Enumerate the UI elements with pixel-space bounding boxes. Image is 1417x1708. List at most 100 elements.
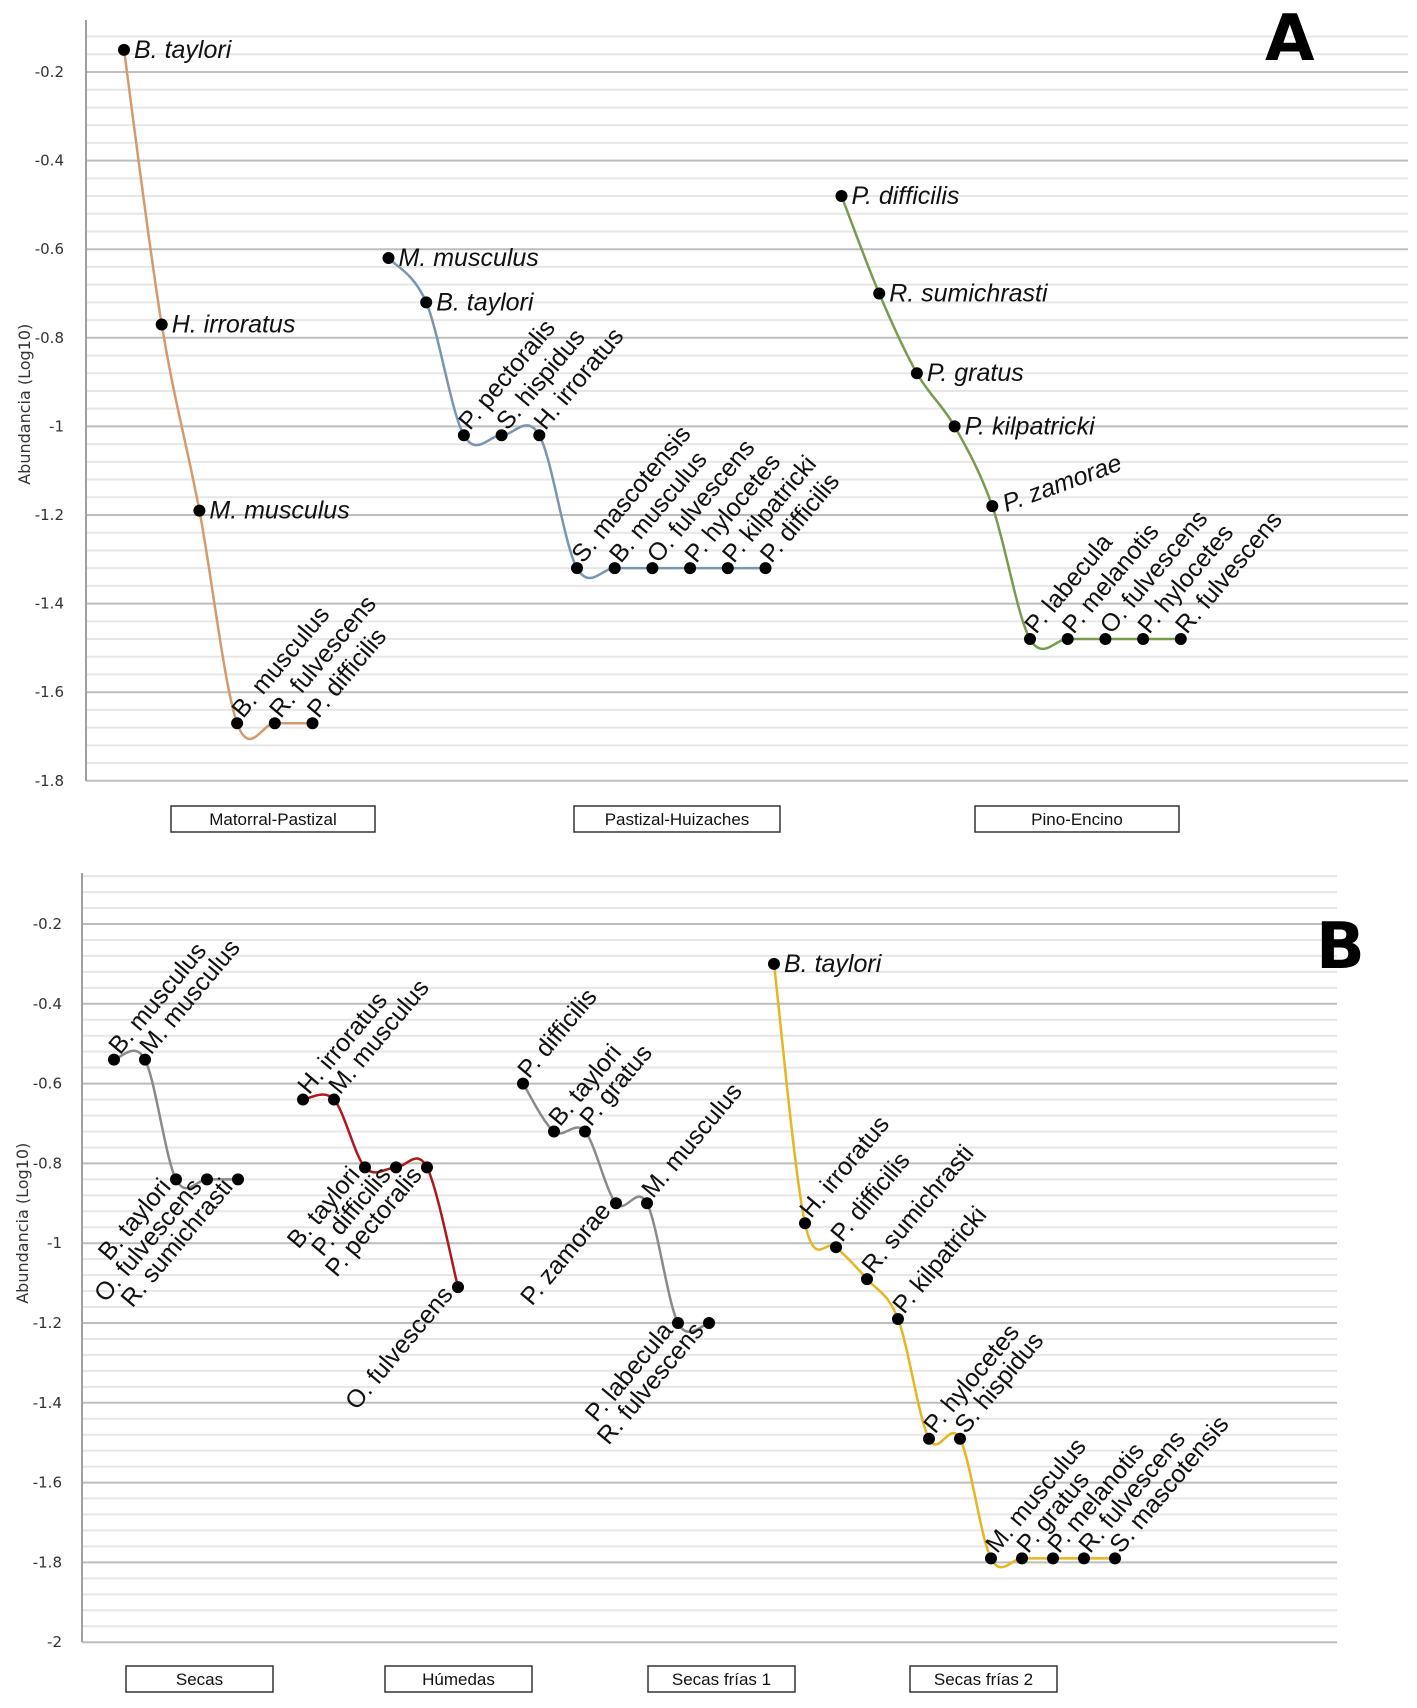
- data-point: [610, 1197, 622, 1210]
- category-box: [909, 1665, 1058, 1693]
- data-point: [268, 717, 281, 730]
- data-point: [297, 1093, 309, 1106]
- data-point: [954, 1432, 966, 1445]
- category-label: Matorral-Pastizal: [209, 810, 337, 829]
- category-box: [573, 805, 781, 833]
- data-point: [1109, 1552, 1121, 1565]
- y-tick-label: -1.4: [33, 1394, 62, 1412]
- data-point: [985, 1552, 997, 1565]
- data-point: [672, 1317, 684, 1329]
- data-point: [608, 562, 621, 575]
- data-point: [703, 1317, 715, 1329]
- category-box: [974, 805, 1180, 833]
- data-point: [579, 1125, 591, 1138]
- category-box: [384, 1665, 533, 1693]
- species-label: M. musculus: [399, 244, 539, 272]
- y-tick-label: -2: [47, 1633, 62, 1651]
- series-line: [840, 195, 1181, 651]
- data-point: [799, 1217, 811, 1230]
- species-label: P. gratus: [927, 359, 1024, 387]
- data-point: [359, 1161, 371, 1174]
- data-point: [923, 1432, 935, 1445]
- data-point: [1047, 1552, 1059, 1565]
- data-point: [830, 1241, 842, 1254]
- data-point: [861, 1273, 873, 1286]
- y-axis-label: Abundancia (Log10): [13, 1143, 32, 1304]
- category-box: [125, 1665, 274, 1693]
- y-tick-label: -1.2: [33, 1314, 62, 1332]
- data-point: [108, 1053, 120, 1066]
- category-label: Pino-Encino: [1031, 810, 1123, 829]
- data-point: [721, 562, 734, 575]
- panel-a: -0.2 -0.4 -0.6 -0.8 -1 -1.2 -1.4 -1.6 -1.8 Abunda…: [15, 2, 1408, 833]
- data-point: [420, 296, 433, 309]
- data-point: [646, 562, 659, 575]
- data-point: [517, 1077, 529, 1090]
- y-tick-label: -0.8: [33, 1154, 62, 1172]
- y-tick-label: -1.4: [35, 595, 64, 613]
- data-point: [306, 717, 319, 730]
- data-point: [759, 562, 772, 575]
- data-point: [457, 429, 470, 442]
- species-label: P. kilpatricki: [965, 412, 1097, 440]
- data-point: [533, 429, 546, 442]
- data-point: [1016, 1552, 1028, 1565]
- data-point: [892, 1313, 904, 1326]
- species-label: M. musculus: [209, 497, 349, 525]
- y-tick-label: -1.8: [33, 1553, 62, 1571]
- data-point: [910, 367, 923, 380]
- data-point: [1137, 633, 1150, 646]
- species-label: O. fulvescens: [340, 1281, 459, 1415]
- panel-label: B: [1316, 910, 1365, 984]
- category-label: Secas: [176, 1670, 223, 1689]
- data-point: [1174, 633, 1187, 646]
- y-tick-label: -1: [49, 417, 64, 435]
- species-label: P. zamorae: [999, 449, 1126, 518]
- y-tick-label: -0.4: [33, 995, 62, 1013]
- species-label: P. zamorae: [515, 1197, 617, 1310]
- y-tick-label: -1: [47, 1234, 62, 1252]
- series-line: [113, 1049, 238, 1190]
- species-label: R. sumichrasti: [889, 280, 1049, 308]
- species-label: M. musculus: [636, 1078, 748, 1203]
- data-point: [201, 1173, 213, 1186]
- data-point: [1078, 1552, 1090, 1565]
- y-tick-label: -0.4: [35, 152, 64, 170]
- category-box: [647, 1665, 796, 1693]
- panel-b: -0.2 -0.4 -0.6 -0.8 -1 -1.2 -1.4 -1.6 -1.8 -2 Abun…: [13, 873, 1365, 1693]
- y-tick-label: -1.8: [35, 772, 64, 790]
- data-point: [641, 1197, 653, 1210]
- data-point: [231, 717, 244, 730]
- data-point: [193, 504, 206, 517]
- panel-label: A: [1265, 2, 1315, 76]
- y-tick-label: -0.2: [35, 63, 64, 81]
- data-point: [170, 1173, 182, 1186]
- data-point: [139, 1053, 151, 1066]
- species-label: B. taylori: [784, 950, 883, 978]
- category-label: Secas frías 2: [934, 1670, 1033, 1689]
- gridlines: [82, 875, 1337, 1644]
- data-point: [873, 287, 886, 300]
- species-label: B. taylori: [134, 36, 233, 64]
- data-point: [986, 500, 999, 513]
- category-label: Secas frías 1: [672, 1670, 771, 1689]
- data-point: [768, 957, 780, 970]
- y-tick-label: -0.8: [35, 329, 64, 347]
- y-tick-label: -1.6: [33, 1474, 62, 1492]
- y-tick-label: -1.2: [35, 506, 64, 524]
- data-point: [382, 252, 395, 265]
- y-tick-label: -0.2: [33, 915, 62, 933]
- data-point: [328, 1093, 340, 1106]
- category-label: Pastizal-Huizaches: [605, 810, 750, 829]
- data-point: [118, 43, 130, 56]
- data-point: [495, 429, 508, 442]
- category-box: [170, 805, 376, 833]
- data-point: [232, 1173, 244, 1186]
- data-point: [948, 420, 961, 433]
- category-label: Húmedas: [422, 1670, 495, 1689]
- species-label: B. taylori: [436, 288, 535, 316]
- data-point: [835, 190, 848, 203]
